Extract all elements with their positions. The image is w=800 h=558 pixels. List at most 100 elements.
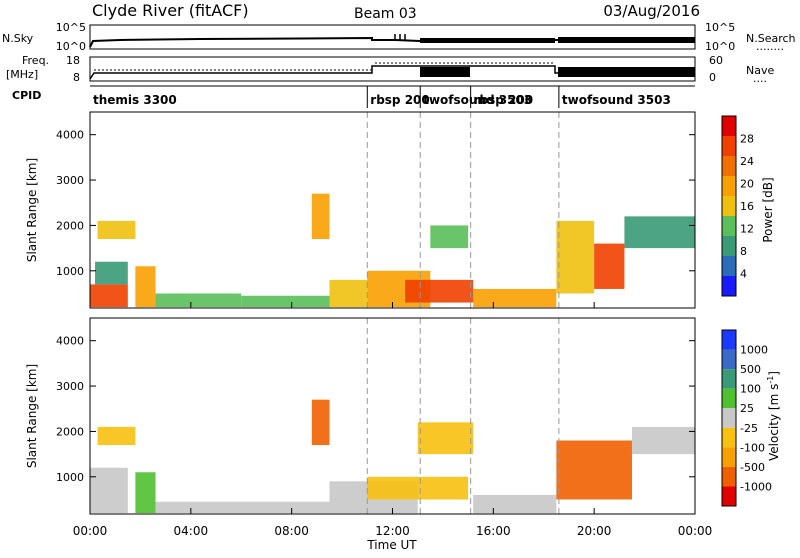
power-cell [405,279,474,303]
power-bar-tick-label: 24 [740,155,754,168]
cpid-segment-label: twofsound 3503 [423,93,532,107]
cpid-segment-label: rbsp 200 [474,93,533,107]
velocity-bar-swatch [722,486,736,506]
power-cell [97,220,136,240]
x-tick-label: 04:00 [174,524,209,538]
freq-label-line2: [MHz] [6,68,38,81]
power-cell [624,216,695,249]
power-panel: 4000 3000 2000 1000 Slant Range [km] [25,111,696,309]
power-bar-swatch [722,136,736,156]
power-bar-label: Power [dB] [761,177,775,242]
velocity-cell [90,467,128,514]
power-cell [311,193,330,240]
velocity-bar-tick-label: -25 [740,422,758,435]
velocity-y-tick-label: 3000 [56,380,84,393]
nsearch-legend-line: ........ [756,40,784,53]
beam-title: Beam 03 [354,6,417,22]
velocity-y-tick-label: 4000 [56,335,84,348]
nsky-label: N.Sky [2,32,34,45]
cpid-segment-label: twofsound 3503 [562,93,671,107]
power-y-tick-label: 4000 [56,129,84,142]
velocity-panel: 4000 3000 2000 1000 Slant Range [km] [25,317,696,515]
freq-dense-a [420,67,470,77]
velocity-colorbar: Velocity [m s-1] 1000 500 100 25 -25 -100 -500… [721,329,781,507]
power-y-label: Slant Range [km] [25,158,39,262]
nsky-dense-a [420,38,555,43]
nsky-right-tick-bottom: 10^0 [705,40,735,53]
velocity-bar-tick-label: -100 [740,441,765,454]
nave-legend-line: .... [753,72,767,85]
velocity-bar-swatch [722,330,736,350]
power-bar-tick-label: 28 [740,133,754,146]
power-cell [135,266,156,308]
power-cpid-guides [366,112,560,308]
x-axis-label: Time UT [366,538,417,552]
velocity-bar-tick-label: 100 [740,383,761,396]
freq-dense-b [558,67,695,77]
power-cell [329,279,368,308]
velocity-bar-swatch [722,369,736,389]
velocity-cell [311,399,330,446]
power-bar-tick-label: 12 [740,223,754,236]
velocity-cell [631,426,695,455]
nsky-right-tick-top: 10^5 [705,21,735,34]
cpid-segment-label: themis 3300 [93,93,177,107]
power-cell [594,243,625,289]
velocity-cell [135,472,156,514]
velocity-y-tick-label: 2000 [56,425,84,438]
power-cell [155,293,242,308]
x-tick-label: 16:00 [476,524,511,538]
nsky-left-tick-top: 10^5 [56,21,86,34]
nsearch-label: N.Search [746,32,796,45]
velocity-bar-tick-label: 25 [740,402,754,415]
x-tick-label: 20:00 [577,524,612,538]
power-bar-tick-label: 20 [740,178,754,191]
power-bar-swatch [722,236,736,256]
velocity-bar-swatch [722,388,736,409]
power-cell [90,284,128,308]
cpid-label: CPID [12,89,41,102]
x-tick-label: 08:00 [274,524,309,538]
velocity-bar-tick-label: 500 [740,363,761,376]
velocity-cell [473,494,557,514]
velocity-cpid-guides [366,318,560,514]
freq-right-tick-bottom: 0 [709,71,716,84]
velocity-bar-swatch [722,349,736,370]
velocity-bar-label: Velocity [m s-1] [766,371,781,461]
velocity-cell [417,422,474,455]
cpid-segment-label: rbsp 200 [370,93,429,107]
power-cell [473,288,557,308]
velocity-cell [97,426,136,446]
nsky-spikes [394,34,406,40]
velocity-bar-tick-label: 1000 [740,344,768,357]
power-bar-swatch [722,256,736,276]
power-bar-tick-label: 16 [740,200,754,213]
station-title: Clyde River (fitACF) [92,1,249,20]
nsky-strip: N.Sky 10^5 10^0 10^5 10^0 N.Search .....… [2,21,796,53]
power-y-tick-label: 2000 [56,219,84,232]
time-axis: Time UT 00:00 04:00 08:00 12:00 16:00 20:00 00… [73,302,712,552]
power-bar-swatch [722,156,736,176]
freq-trace [89,65,695,80]
freq-label-line1: Freq. [22,54,49,67]
velocity-cells [90,399,695,514]
power-cell [556,220,595,294]
power-colorbar: Power [dB] 28 24 20 16 12 8 4 [721,115,775,297]
power-cell [95,261,128,285]
velocity-bar-tick-label: -500 [740,461,765,474]
date-title: 03/Aug/2016 [603,2,700,20]
velocity-y-ticks: 4000 3000 2000 1000 [56,335,695,484]
velocity-bar-tick-label: -1000 [740,480,772,493]
velocity-bar-swatch [722,427,736,448]
velocity-bar-swatch [722,408,736,428]
velocity-y-label: Slant Range [km] [25,364,39,468]
velocity-y-tick-label: 1000 [56,471,84,484]
power-bar-swatch [722,276,736,296]
velocity-bar-swatch [722,466,736,487]
velocity-bar-frame [721,329,737,507]
velocity-cell [155,501,330,514]
x-tick-label: 12:00 [375,524,410,538]
